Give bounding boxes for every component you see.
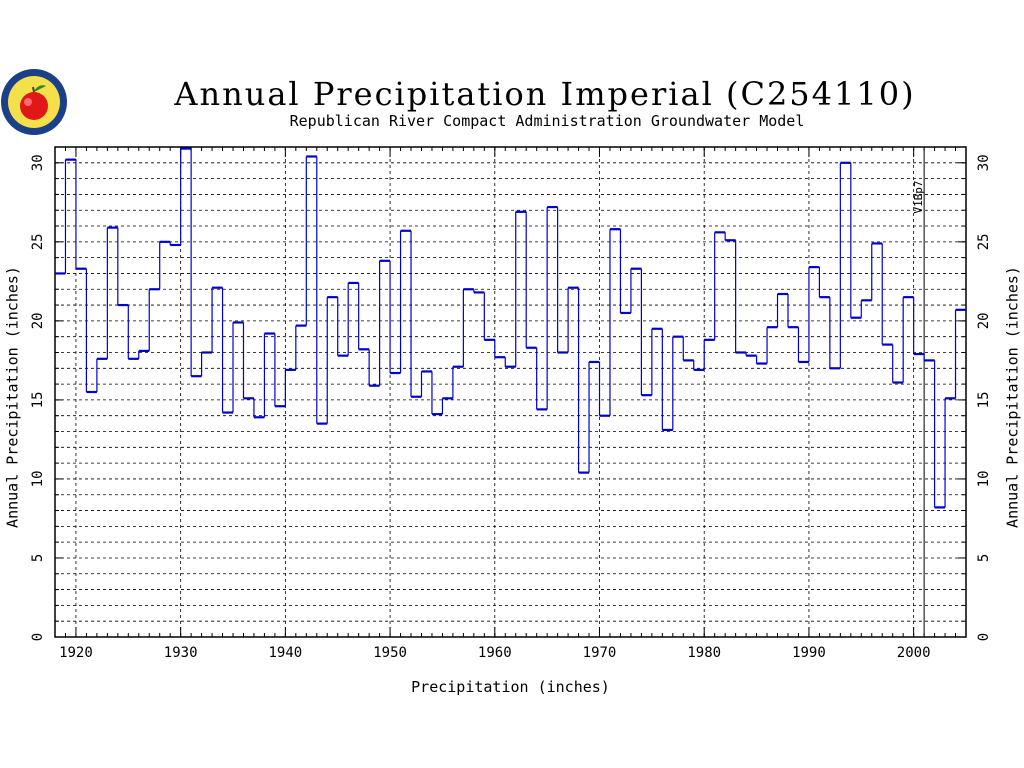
series-precipitation: [55, 147, 966, 509]
y-axis-label: Annual Precipitation (inches): [4, 266, 22, 528]
x-tick-label: 1940: [269, 645, 303, 661]
grid: [55, 147, 966, 637]
y-tick-label-right: 10: [976, 471, 992, 488]
plot-frame: [54, 146, 967, 638]
x-tick-label: 1970: [583, 645, 617, 661]
y-tick-label-right: 30: [976, 154, 992, 171]
logo-seal-icon: [1, 69, 67, 135]
chart-subtitle: Republican River Compact Administration …: [290, 112, 805, 130]
y-tick-label: 30: [30, 154, 46, 171]
y-tick-label-right: 5: [976, 554, 992, 562]
x-tick-label: 1990: [792, 645, 826, 661]
y-axis-label-right: Annual Precipitation (inches): [1004, 266, 1022, 528]
y-tick-label: 15: [30, 391, 46, 408]
y-tick-label: 20: [30, 312, 46, 329]
y-tick-label: 10: [30, 471, 46, 488]
y-tick-label-right: 0: [976, 633, 992, 641]
x-tick-label: 1980: [687, 645, 721, 661]
marker-label: V1Bp7: [912, 180, 925, 213]
x-tick-label: 1930: [164, 645, 198, 661]
x-tick-label: 2000: [897, 645, 931, 661]
x-tick-label: 1950: [373, 645, 407, 661]
x-tick-label: 1920: [59, 645, 93, 661]
tick-labels: 0 0 5 5 10 10 15 15 20 20 25 25 30 30 1920 1930 1940 1950…: [30, 154, 992, 661]
y-tick-label: 25: [30, 233, 46, 250]
y-tick-label-right: 25: [976, 233, 992, 250]
y-tick-label-right: 20: [976, 312, 992, 329]
x-axis-label: Precipitation (inches): [411, 678, 610, 696]
x-tick-label: 1960: [478, 645, 512, 661]
vertical-marker: V1Bp7: [912, 147, 925, 637]
y-tick-label-right: 15: [976, 391, 992, 408]
y-tick-label: 0: [30, 633, 46, 641]
y-tick-label: 5: [30, 554, 46, 562]
chart-title: Annual Precipitation Imperial (C254110): [173, 75, 915, 113]
